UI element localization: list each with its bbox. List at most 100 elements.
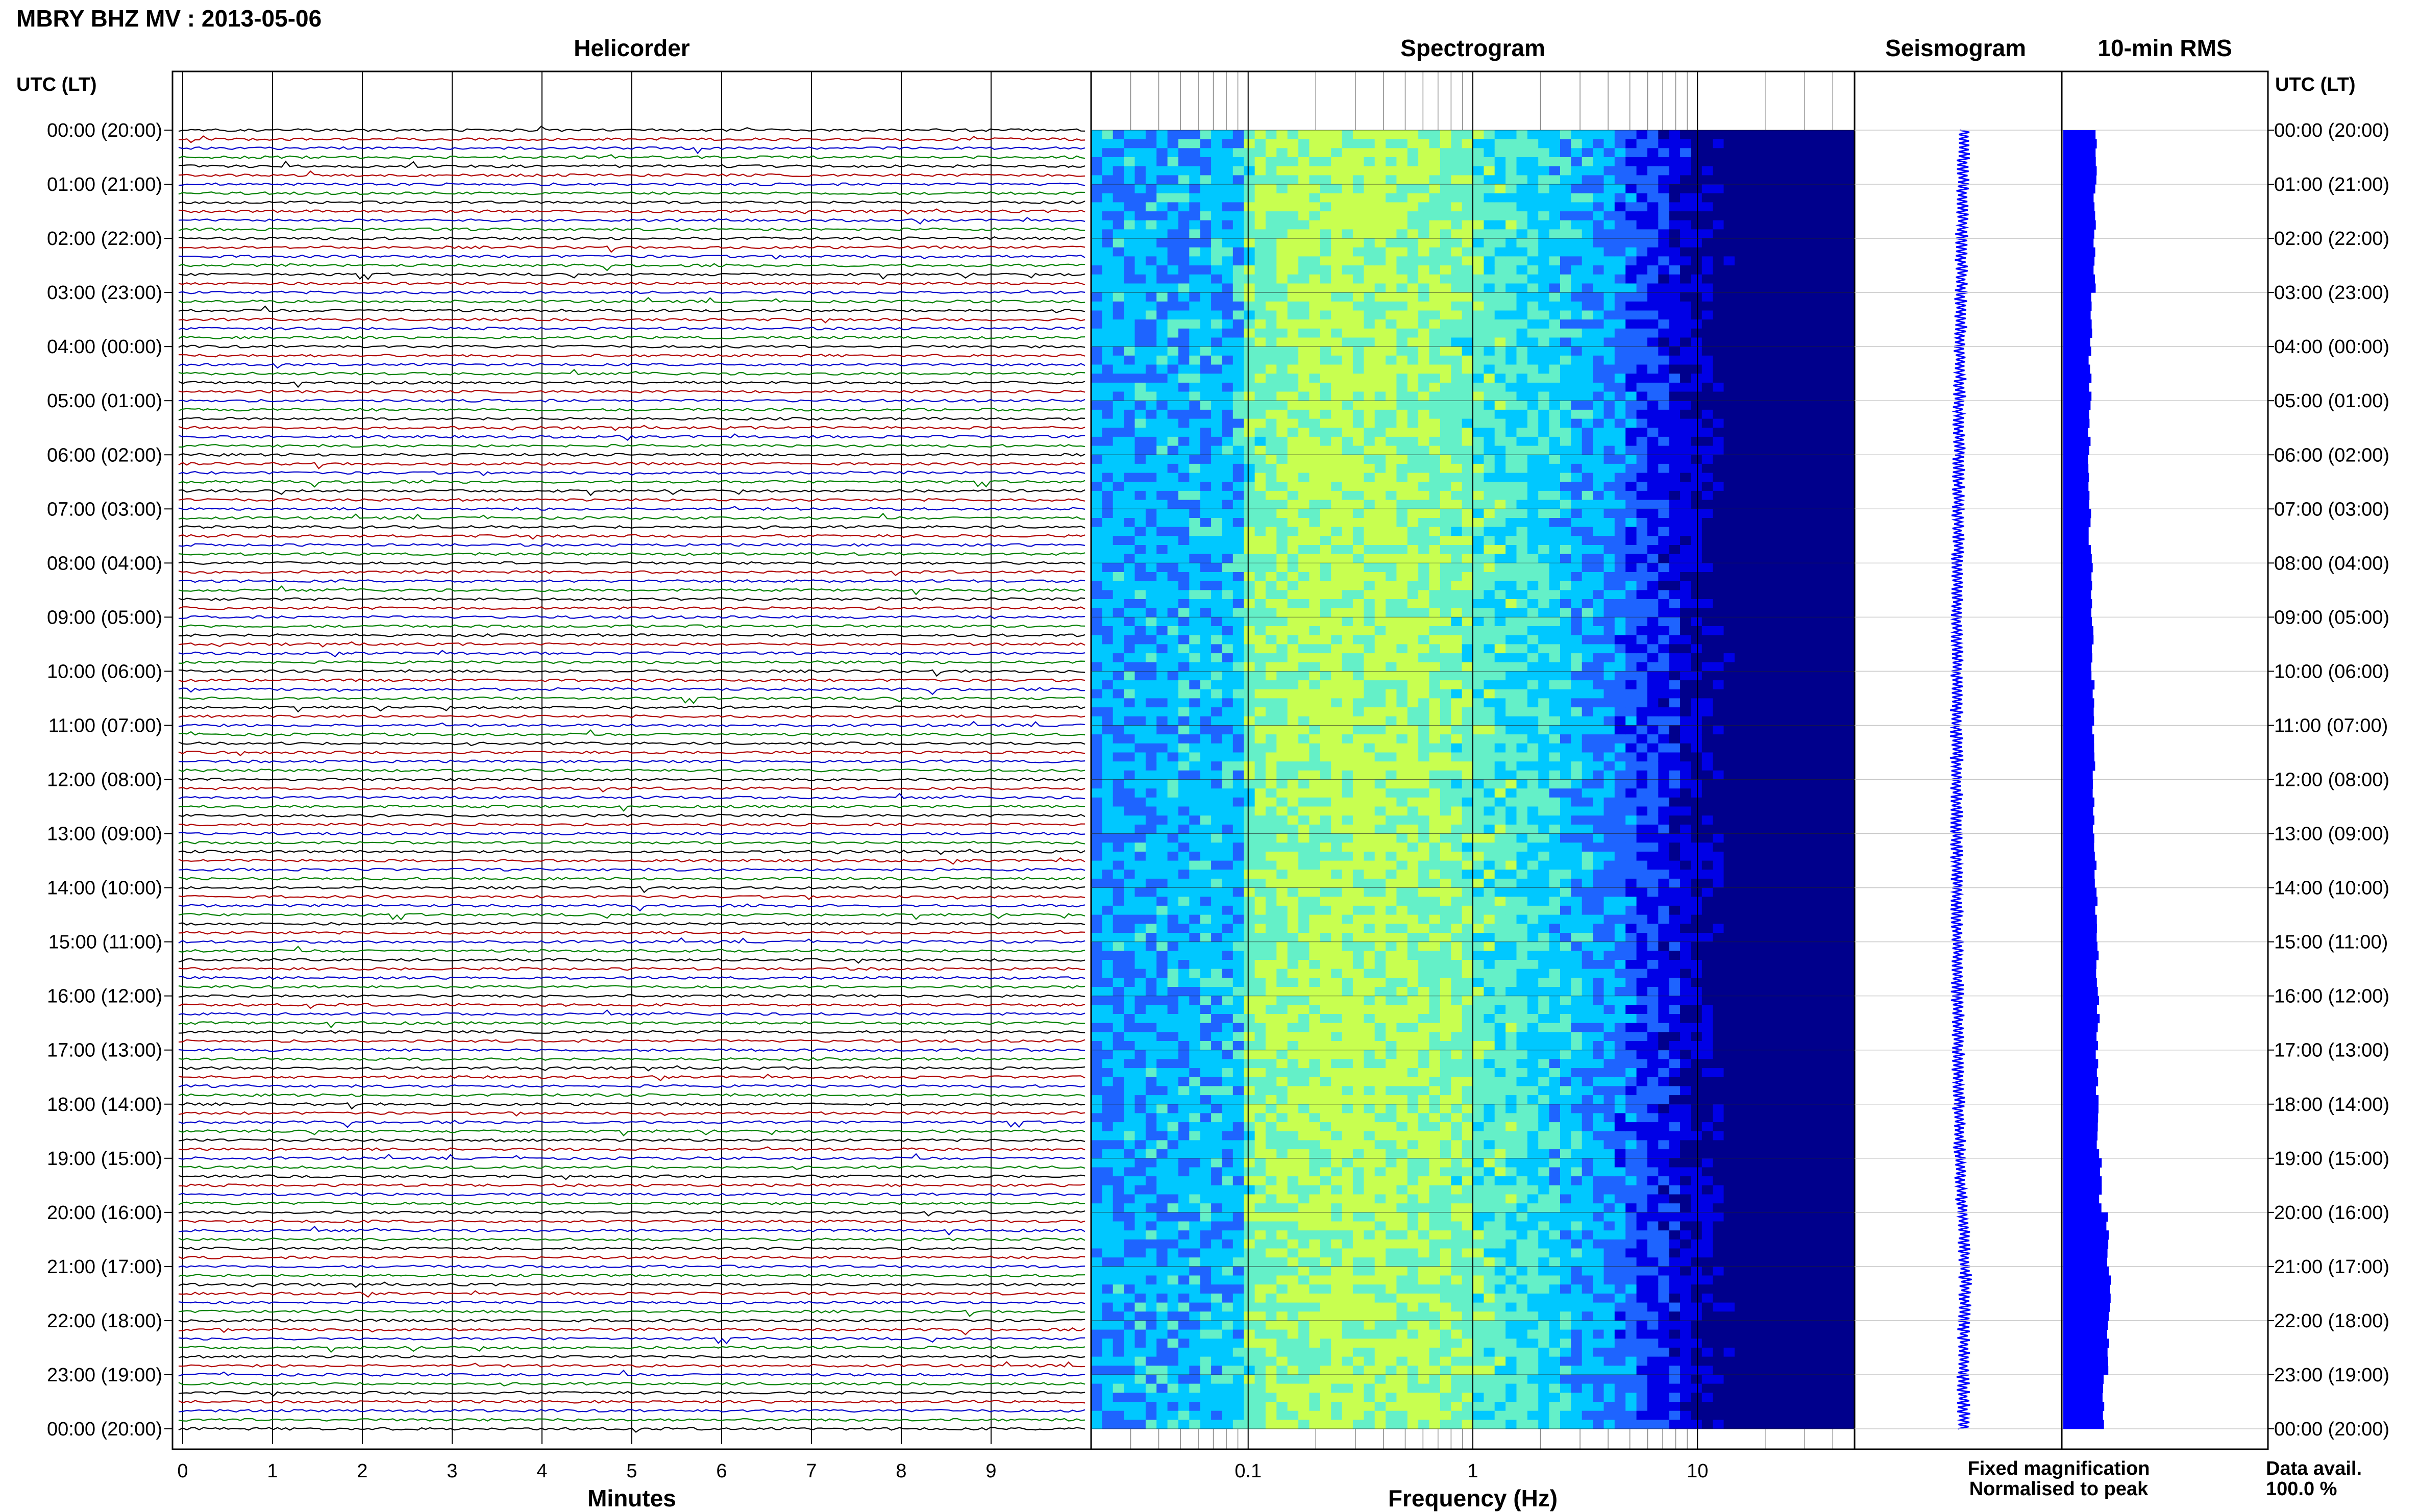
spectrogram-cell xyxy=(1265,175,1277,185)
helicorder-trace xyxy=(178,281,1085,286)
spectrogram-cell xyxy=(1309,671,1321,681)
spectrogram-cell xyxy=(1145,193,1157,203)
spectrogram-cell xyxy=(1211,887,1223,897)
spectrogram-cell xyxy=(1211,870,1223,879)
spectrogram-cell xyxy=(1276,897,1288,906)
spectrogram-cell xyxy=(1309,1131,1321,1141)
spectrogram-cell xyxy=(1364,887,1375,897)
spectrogram-cell xyxy=(1374,626,1386,636)
spectrogram-cell xyxy=(1091,1329,1102,1339)
spectrogram-cell xyxy=(1407,1329,1419,1339)
spectrogram-cell xyxy=(1134,1194,1146,1204)
spectrogram-cell xyxy=(1134,238,1146,248)
spectrogram-cell xyxy=(1189,265,1201,275)
spectrogram-cell xyxy=(1124,1005,1136,1014)
spectrogram-cell xyxy=(1386,1050,1397,1059)
spectrogram-cell xyxy=(1156,1248,1168,1258)
spectrogram-cell xyxy=(1113,815,1124,825)
spectrogram-cell xyxy=(1145,1239,1157,1249)
spectrogram-cell xyxy=(1222,599,1233,609)
spectrogram-cell xyxy=(1276,211,1288,221)
spectrogram-cell xyxy=(1440,1402,1451,1411)
spectrogram-cell xyxy=(1244,842,1255,852)
spectrogram-cell xyxy=(1298,1420,1310,1429)
spectrogram-cell xyxy=(1309,139,1321,148)
spectrogram-cell xyxy=(1156,941,1168,951)
spectrogram-cell xyxy=(1407,211,1419,221)
spectrogram-cell xyxy=(1386,220,1397,230)
spectrogram-cell xyxy=(1222,563,1233,573)
spectrogram-cell xyxy=(1429,1131,1441,1141)
spectrogram-cell xyxy=(1254,1194,1266,1204)
spectrogram-cell xyxy=(1222,914,1233,924)
spectrogram-cell xyxy=(1189,1347,1201,1357)
spectrogram-cell xyxy=(1440,238,1451,248)
spectrogram-cell xyxy=(1374,1212,1386,1222)
spectrogram-cell xyxy=(1309,1104,1321,1114)
spectrogram-cell xyxy=(1265,1158,1277,1168)
spectrogram-cell xyxy=(1124,914,1136,924)
spectrogram-cell xyxy=(1298,473,1310,482)
spectrogram-cell xyxy=(1124,473,1136,482)
spectrogram-cell xyxy=(1091,987,1102,997)
spectrogram-cell xyxy=(1386,987,1397,997)
spectrogram-cell xyxy=(1418,662,1430,672)
spectrogram-cell xyxy=(1440,1167,1451,1177)
helicorder-trace xyxy=(178,200,1085,205)
spectrogram-cell xyxy=(1124,1077,1136,1086)
spectrogram-cell xyxy=(1386,1041,1397,1051)
spectrogram-cell xyxy=(1113,788,1124,798)
spectrogram-cell xyxy=(1418,1393,1430,1402)
spectrogram-cell xyxy=(1374,184,1386,194)
spectrogram-cell xyxy=(1189,860,1201,870)
spectrogram-cell xyxy=(1429,518,1441,528)
spectrogram-cell xyxy=(1342,996,1353,1005)
spectrogram-cell xyxy=(1331,824,1343,834)
spectrogram-cell xyxy=(1254,265,1266,275)
spectrogram-cell xyxy=(1364,463,1375,474)
spectrogram-cell xyxy=(1244,157,1255,167)
spectrogram-cell xyxy=(1320,770,1331,780)
spectrogram-cell xyxy=(1113,193,1124,203)
helicorder-trace xyxy=(178,160,1085,168)
spectrogram-cell xyxy=(1178,951,1190,960)
spectrogram-cell xyxy=(1451,283,1463,293)
spectrogram-cell xyxy=(1287,229,1299,239)
spectrogram-cell xyxy=(1407,409,1419,419)
spectrogram-cell xyxy=(1232,202,1244,212)
spectrogram-cell xyxy=(1244,527,1255,536)
spectrogram-cell xyxy=(1156,1383,1168,1393)
spectrogram-cell xyxy=(1254,581,1266,590)
spectrogram-cell xyxy=(1145,374,1157,383)
spectrogram-cell xyxy=(1407,545,1419,555)
spectrogram-cell xyxy=(1320,328,1331,338)
spectrogram-cell xyxy=(1102,554,1114,563)
spectrogram-cell xyxy=(1352,229,1364,239)
spectrogram-cell xyxy=(1396,617,1408,627)
spectrogram-cell xyxy=(1145,1347,1157,1357)
spectrogram-cell xyxy=(1113,1293,1124,1303)
spectrogram-cell xyxy=(1200,1059,1212,1069)
spectrogram-cell xyxy=(1113,1257,1124,1267)
spectrogram-cell xyxy=(1342,626,1353,636)
spectrogram-cell xyxy=(1113,563,1124,573)
spectrogram-cell xyxy=(1309,1176,1321,1186)
spectrogram-cell xyxy=(1232,428,1244,437)
spectrogram-cell xyxy=(1091,842,1102,852)
spectrogram-cell xyxy=(1418,689,1430,699)
spectrogram-cell xyxy=(1254,1122,1266,1132)
spectrogram-cell xyxy=(1178,851,1190,861)
spectrogram-cell xyxy=(1331,689,1343,699)
spectrogram-cell xyxy=(1211,283,1223,293)
spectrogram-cell xyxy=(1232,933,1244,943)
helicorder-trace xyxy=(178,1003,1085,1009)
spectrogram-cell xyxy=(1396,436,1408,447)
spectrogram-cell xyxy=(1331,1275,1343,1285)
spectrogram-cell xyxy=(1407,707,1419,717)
spectrogram-cell xyxy=(1364,1329,1375,1339)
spectrogram-cell xyxy=(1418,1356,1430,1366)
spectrogram-cell xyxy=(1254,1339,1266,1348)
spectrogram-cell xyxy=(1265,319,1277,329)
spectrogram-cell xyxy=(1200,1410,1212,1420)
spectrogram-cell xyxy=(1102,139,1114,148)
